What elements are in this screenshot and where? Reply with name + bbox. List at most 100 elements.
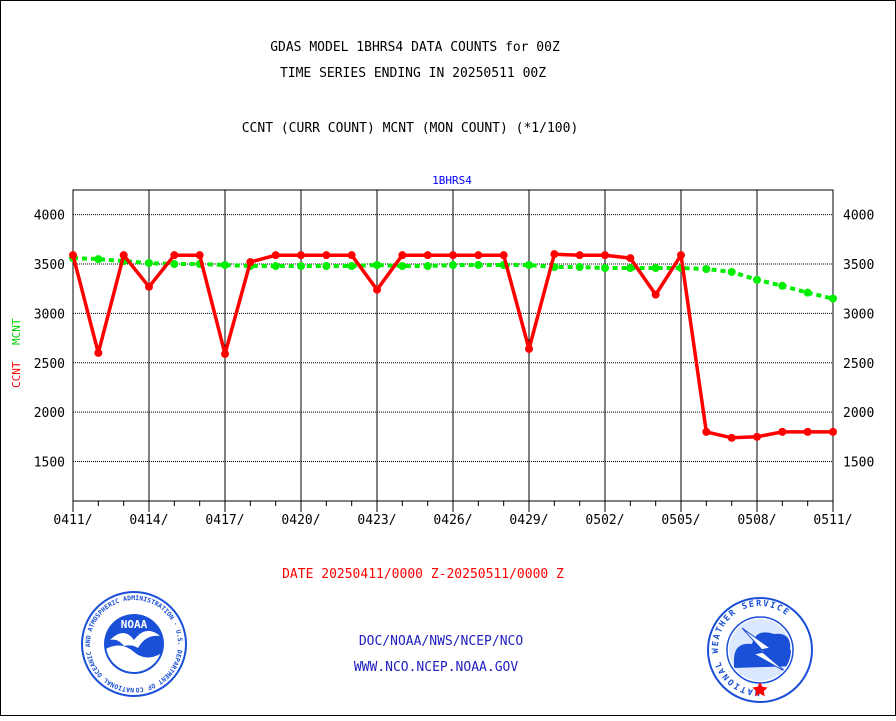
website-line: WWW.NCO.NCEP.NOAA.GOV [354, 660, 519, 675]
data-series [69, 250, 837, 442]
x-tick-label: 0502/ [585, 513, 624, 528]
x-tick-label: 0417/ [205, 513, 244, 528]
y-tick-label-left: 2000 [34, 406, 65, 421]
data-point-mcnt [322, 262, 331, 271]
data-point-ccnt [677, 251, 685, 260]
data-point-ccnt [778, 427, 787, 436]
x-tick-label: 0423/ [357, 513, 396, 528]
y-tick-label-left: 4000 [34, 209, 65, 224]
data-point-mcnt [753, 275, 761, 284]
data-point-ccnt [271, 251, 280, 260]
x-tick-label: 0511/ [813, 513, 852, 528]
y-tick-label-right: 2500 [843, 357, 874, 372]
data-point-ccnt [601, 251, 609, 260]
grid-lines [72, 190, 834, 512]
data-point-mcnt [525, 261, 533, 270]
data-point-ccnt [550, 250, 559, 259]
x-tick-label: 0505/ [661, 513, 700, 528]
x-tick-label: 0508/ [737, 513, 776, 528]
x-tick-label: 0411/ [53, 513, 92, 528]
nws-star-icon [752, 682, 768, 697]
data-point-mcnt [221, 261, 229, 270]
data-point-ccnt [702, 427, 711, 436]
data-point-ccnt [373, 285, 381, 294]
data-point-mcnt [803, 288, 812, 297]
y-tick-label-left: 3000 [34, 307, 65, 322]
data-point-ccnt [499, 251, 508, 260]
data-point-mcnt [94, 255, 103, 264]
chart-title-line2: TIME SERIES ENDING IN 20250511 00Z [280, 66, 546, 81]
x-tick-label: 0414/ [129, 513, 168, 528]
noaa-wordmark: NOAA [121, 618, 148, 631]
data-point-mcnt [829, 294, 837, 303]
data-point-mcnt [651, 263, 660, 272]
data-point-ccnt [119, 251, 128, 260]
data-point-ccnt [246, 258, 255, 267]
data-point-mcnt [778, 281, 787, 290]
x-tick-label: 0429/ [509, 513, 548, 528]
data-point-mcnt [347, 262, 356, 271]
data-point-ccnt [651, 290, 660, 299]
data-point-mcnt [702, 264, 711, 273]
chart-subtitle: CCNT (CURR COUNT) MCNT (MON COUNT) (*1/1… [242, 121, 579, 136]
x-tick-labels: 0411/0414/0417/0420/0423/0426/0429/0502/… [53, 513, 852, 528]
data-point-ccnt [297, 251, 305, 260]
data-point-mcnt [423, 262, 432, 271]
y-tick-label-right: 2000 [843, 406, 874, 421]
noaa-ring-text: NATIONAL OCEANIC AND ATMOSPHERIC ADMINIS… [0, 0, 184, 694]
data-point-ccnt [727, 433, 736, 442]
data-point-ccnt [69, 251, 77, 260]
data-point-mcnt [271, 262, 280, 271]
data-point-mcnt [575, 263, 584, 272]
data-point-mcnt [170, 260, 179, 269]
data-point-mcnt [474, 261, 483, 270]
data-point-ccnt [803, 427, 812, 436]
y-tick-label-right: 4000 [843, 209, 874, 224]
data-point-mcnt [398, 262, 407, 271]
x-tick-label: 0420/ [281, 513, 320, 528]
data-point-ccnt [829, 427, 837, 436]
noaa-logo: NATIONAL OCEANIC AND ATMOSPHERIC ADMINIS… [0, 0, 187, 697]
y-tick-label-right: 1500 [843, 456, 874, 471]
data-point-ccnt [195, 251, 204, 260]
data-point-ccnt [575, 251, 584, 260]
data-point-ccnt [753, 432, 761, 441]
y-tick-labels: 1500 1500 2000 2000 2500 2500 3000 3000 3500 3500… [34, 209, 875, 471]
data-point-mcnt [145, 259, 153, 268]
y-axis-label-mcnt: MCNT [10, 318, 23, 345]
data-point-ccnt [347, 251, 356, 260]
data-point-ccnt [170, 251, 179, 260]
data-point-ccnt [145, 282, 153, 291]
data-point-ccnt [423, 251, 432, 260]
y-tick-label-left: 2500 [34, 357, 65, 372]
data-point-mcnt [727, 267, 736, 276]
date-range-label: DATE 20250411/0000 Z-20250511/0000 Z [282, 567, 564, 582]
data-point-ccnt [449, 251, 457, 260]
data-point-ccnt [94, 348, 103, 357]
data-point-ccnt [322, 251, 331, 260]
y-tick-label-right: 3000 [843, 307, 874, 322]
data-point-ccnt [626, 254, 635, 263]
data-point-ccnt [525, 344, 533, 353]
y-axis-label-ccnt: CCNT [10, 361, 23, 388]
data-point-ccnt [221, 349, 229, 358]
data-point-mcnt [601, 263, 609, 272]
y-tick-label-right: 3500 [843, 258, 874, 273]
data-point-mcnt [449, 261, 457, 270]
agency-line: DOC/NOAA/NWS/NCEP/NCO [359, 634, 524, 649]
nws-logo: NATIONAL WEATHER SERVICE [707, 597, 813, 703]
y-tick-label-left: 3500 [34, 258, 65, 273]
series-ccnt [69, 250, 837, 442]
chart-title-line1: GDAS MODEL 1BHRS4 DATA COUNTS for 00Z [270, 40, 560, 55]
plot-frame [72, 189, 834, 502]
plot-title: 1BHRS4 [432, 174, 472, 187]
data-point-mcnt [297, 262, 305, 271]
data-point-ccnt [398, 251, 407, 260]
data-point-ccnt [474, 251, 483, 260]
data-point-mcnt [626, 263, 635, 272]
y-tick-label-left: 1500 [34, 456, 65, 471]
x-tick-label: 0426/ [433, 513, 472, 528]
data-point-mcnt [373, 261, 381, 270]
